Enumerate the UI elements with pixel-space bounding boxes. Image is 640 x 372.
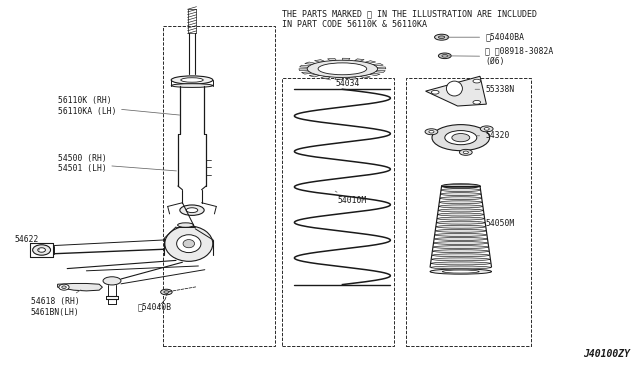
- Ellipse shape: [438, 213, 484, 216]
- Ellipse shape: [429, 131, 434, 133]
- Polygon shape: [373, 64, 383, 66]
- Ellipse shape: [430, 269, 492, 274]
- Polygon shape: [342, 58, 350, 60]
- Polygon shape: [328, 58, 336, 61]
- Ellipse shape: [436, 225, 486, 228]
- Ellipse shape: [480, 126, 493, 132]
- Ellipse shape: [430, 270, 492, 273]
- Ellipse shape: [186, 208, 198, 213]
- Polygon shape: [426, 76, 486, 106]
- Ellipse shape: [33, 245, 51, 255]
- Polygon shape: [335, 77, 342, 80]
- Ellipse shape: [177, 235, 201, 253]
- Polygon shape: [360, 76, 371, 78]
- Ellipse shape: [441, 189, 481, 192]
- Text: 54618 (RH)
5461BN(LH): 54618 (RH) 5461BN(LH): [31, 290, 81, 317]
- Ellipse shape: [445, 131, 477, 145]
- Polygon shape: [58, 283, 102, 291]
- Ellipse shape: [442, 185, 480, 187]
- Ellipse shape: [439, 205, 483, 208]
- Text: 54622: 54622: [14, 235, 40, 250]
- Ellipse shape: [433, 246, 488, 248]
- Text: J40100ZY: J40100ZY: [584, 349, 630, 359]
- Ellipse shape: [432, 125, 490, 151]
- Ellipse shape: [440, 201, 482, 204]
- Text: 54034: 54034: [325, 79, 360, 88]
- Ellipse shape: [442, 54, 448, 57]
- Ellipse shape: [172, 76, 212, 84]
- Ellipse shape: [164, 291, 169, 293]
- Ellipse shape: [161, 289, 172, 295]
- Text: ※54040B: ※54040B: [138, 302, 172, 311]
- Ellipse shape: [435, 237, 487, 240]
- Ellipse shape: [436, 229, 486, 232]
- Ellipse shape: [425, 129, 438, 135]
- Bar: [282, 78, 394, 346]
- Bar: [163, 26, 275, 346]
- Polygon shape: [300, 65, 309, 67]
- Ellipse shape: [435, 34, 449, 40]
- Ellipse shape: [440, 197, 482, 200]
- Ellipse shape: [432, 258, 490, 261]
- Ellipse shape: [432, 254, 490, 257]
- Text: 55338N: 55338N: [475, 85, 515, 94]
- Ellipse shape: [59, 284, 69, 290]
- Ellipse shape: [442, 270, 479, 273]
- Polygon shape: [376, 70, 385, 73]
- Ellipse shape: [431, 90, 439, 94]
- Text: 54010M: 54010M: [335, 191, 367, 205]
- Polygon shape: [365, 61, 376, 63]
- Polygon shape: [349, 77, 357, 79]
- Ellipse shape: [437, 217, 484, 220]
- Polygon shape: [309, 74, 320, 77]
- Text: 54500 (RH)
54501 (LH): 54500 (RH) 54501 (LH): [58, 154, 177, 173]
- Ellipse shape: [431, 266, 491, 269]
- Ellipse shape: [484, 128, 489, 130]
- Ellipse shape: [447, 81, 463, 96]
- Bar: [406, 78, 531, 346]
- Polygon shape: [301, 72, 312, 74]
- Ellipse shape: [438, 53, 451, 58]
- Polygon shape: [355, 59, 364, 61]
- Ellipse shape: [440, 193, 481, 196]
- Ellipse shape: [473, 100, 481, 104]
- Polygon shape: [369, 73, 380, 76]
- Text: 56110K (RH)
56110KA (LH): 56110K (RH) 56110KA (LH): [58, 96, 180, 116]
- Ellipse shape: [438, 209, 483, 212]
- Ellipse shape: [438, 36, 445, 38]
- Ellipse shape: [318, 63, 367, 75]
- Polygon shape: [299, 69, 308, 71]
- Ellipse shape: [165, 226, 212, 261]
- Ellipse shape: [38, 248, 45, 252]
- Ellipse shape: [442, 184, 480, 188]
- Ellipse shape: [435, 233, 486, 236]
- Ellipse shape: [172, 84, 212, 87]
- Ellipse shape: [460, 150, 472, 155]
- Ellipse shape: [431, 262, 490, 265]
- Ellipse shape: [433, 250, 489, 253]
- Ellipse shape: [436, 221, 485, 224]
- Ellipse shape: [61, 286, 67, 289]
- Ellipse shape: [178, 223, 193, 227]
- Polygon shape: [321, 76, 330, 79]
- Text: 54050M: 54050M: [478, 219, 515, 228]
- Text: ※54040BA: ※54040BA: [447, 33, 524, 42]
- Text: THE PARTS MARKED ※ IN THE ILLUSTRATION ARE INCLUDED
IN PART CODE 56110K & 56110K: THE PARTS MARKED ※ IN THE ILLUSTRATION A…: [282, 9, 536, 29]
- Ellipse shape: [463, 151, 468, 154]
- Ellipse shape: [307, 60, 378, 77]
- Text: 54320: 54320: [476, 131, 509, 140]
- Text: ※ ⓝ08918-3082A
(Ø6): ※ ⓝ08918-3082A (Ø6): [443, 47, 554, 66]
- Polygon shape: [377, 67, 386, 69]
- Ellipse shape: [318, 63, 367, 75]
- Ellipse shape: [181, 78, 204, 82]
- Ellipse shape: [434, 241, 488, 244]
- Ellipse shape: [180, 205, 204, 215]
- Ellipse shape: [473, 79, 481, 83]
- Ellipse shape: [103, 277, 121, 285]
- Ellipse shape: [183, 240, 195, 248]
- Polygon shape: [314, 60, 325, 62]
- Polygon shape: [305, 62, 316, 64]
- Ellipse shape: [452, 134, 470, 142]
